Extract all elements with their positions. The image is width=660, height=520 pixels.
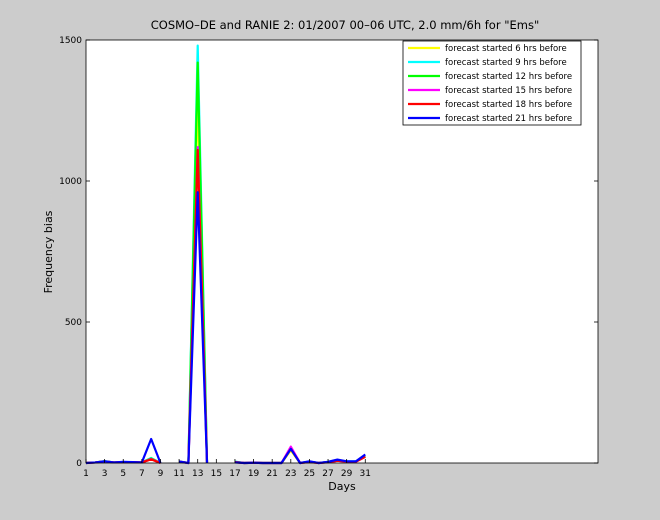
x-tick-label: 21: [266, 469, 277, 479]
x-tick-label: 9: [158, 469, 164, 479]
x-tick-label: 17: [229, 469, 240, 479]
x-tick-label: 3: [102, 469, 108, 479]
plot-frame: [85, 39, 599, 464]
legend-label-5: forecast started 18 hrs before: [445, 100, 572, 110]
x-tick-label: 31: [360, 469, 371, 479]
x-tick-label: 29: [341, 469, 353, 479]
legend-label-2: forecast started 9 hrs before: [445, 58, 567, 68]
x-tick-label: 7: [139, 469, 145, 479]
legend-label-3: forecast started 12 hrs before: [445, 72, 572, 82]
x-tick-label: 25: [304, 469, 315, 479]
legend-label-1: forecast started 6 hrs before: [445, 44, 567, 54]
y-tick-label: 500: [65, 318, 82, 328]
x-tick-label: 19: [248, 469, 260, 479]
legend: forecast started 6 hrs before forecast st…: [402, 40, 582, 126]
y-axis-label: Frequency bias: [42, 210, 55, 293]
x-tick-label: 11: [173, 469, 184, 479]
x-axis-ticks: 1 3 5 7 9 11 13 15 17 19 21 23 25 27 29 31: [83, 459, 371, 479]
y-tick-label: 1000: [59, 177, 82, 187]
x-tick-label: 5: [120, 469, 126, 479]
x-tick-label: 13: [192, 469, 203, 479]
x-tick-label: 15: [211, 469, 222, 479]
legend-label-6: forecast started 21 hrs before: [445, 114, 572, 124]
y-axis-ticks: 0 500 1000 1500: [59, 36, 598, 469]
x-tick-label: 27: [322, 469, 333, 479]
series-6-line-segment-2: [178, 191, 209, 465]
x-tick-label: 1: [83, 469, 89, 479]
legend-box: [402, 40, 582, 126]
x-tick-label: 23: [285, 469, 296, 479]
x-axis-label: Days: [328, 480, 356, 493]
legend-label-4: forecast started 15 hrs before: [445, 86, 572, 96]
y-tick-label: 1500: [59, 36, 82, 46]
chart-title: COSMO–DE and RANIE 2: 01/2007 00–06 UTC,…: [151, 18, 540, 32]
y-tick-label: 0: [76, 459, 82, 469]
